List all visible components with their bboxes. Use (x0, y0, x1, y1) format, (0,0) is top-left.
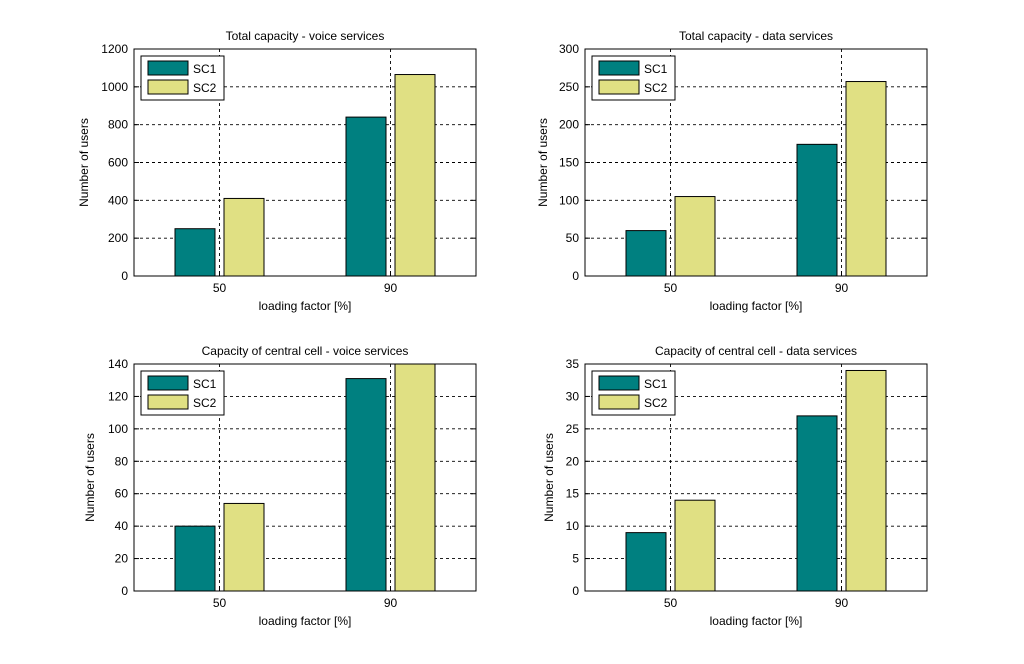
legend-swatch-sc2 (147, 394, 189, 410)
y-tick-label: 40 (115, 519, 129, 533)
x-tick-label: 90 (384, 281, 398, 295)
bar-sc2-90 (845, 81, 887, 277)
y-tick-label: 200 (108, 231, 128, 245)
x-tick-label: 90 (835, 281, 849, 295)
chart-title: Capacity of central cell - voice service… (202, 344, 409, 358)
chart-panel-1: 0 200 400 600 800 1000 1200 50 90 Total capacity … (77, 29, 477, 313)
legend-swatch-sc2 (598, 79, 640, 95)
y-tick-label: 1000 (101, 80, 128, 94)
x-tick-label: 90 (835, 596, 849, 610)
bar-sc1-90 (796, 415, 838, 592)
bar-sc2-50 (223, 197, 265, 277)
x-axis-label: loading factor [%] (259, 614, 352, 628)
y-axis-label: Number of users (77, 118, 91, 207)
y-tick-label: 5 (572, 552, 579, 566)
legend-label-sc2: SC2 (644, 81, 668, 95)
x-tick-label: 90 (384, 596, 398, 610)
legend-label-sc1: SC1 (193, 377, 217, 391)
x-axis-label: loading factor [%] (710, 614, 803, 628)
y-tick-label: 300 (559, 42, 579, 56)
x-tick-label: 50 (213, 281, 227, 295)
chart-panel-2: 0 50 100 150 200 250 300 50 90 Total capacity - d… (536, 29, 928, 313)
legend-swatch-sc1 (147, 375, 189, 391)
y-tick-label: 400 (108, 193, 128, 207)
y-tick-label: 150 (559, 156, 579, 170)
y-axis-label: Number of users (542, 433, 556, 522)
legend-swatch-sc1 (598, 375, 640, 391)
bar-sc1-90 (345, 378, 387, 592)
legend-swatch-sc2 (598, 394, 640, 410)
legend-label-sc2: SC2 (644, 396, 668, 410)
y-tick-label: 200 (559, 118, 579, 132)
chart-title: Capacity of central cell - data services (655, 344, 857, 358)
y-tick-label: 250 (559, 80, 579, 94)
x-axis-label: loading factor [%] (710, 299, 803, 313)
bar-sc1-50 (174, 525, 216, 592)
y-tick-label: 0 (572, 584, 579, 598)
y-tick-label: 80 (115, 454, 129, 468)
bar-sc2-90 (845, 369, 887, 592)
y-tick-label: 0 (121, 269, 128, 283)
bar-sc1-50 (625, 532, 667, 592)
y-tick-label: 0 (572, 269, 579, 283)
y-tick-label: 100 (108, 422, 128, 436)
chart-panel-3: 0 20 40 60 80 100 120 140 50 90 Capacity of centra… (83, 344, 477, 628)
y-tick-label: 100 (559, 193, 579, 207)
y-tick-label: 800 (108, 118, 128, 132)
y-tick-label: 140 (108, 357, 128, 371)
y-axis-label: Number of users (83, 433, 97, 522)
y-tick-label: 30 (566, 389, 580, 403)
y-tick-label: 50 (566, 231, 580, 245)
y-tick-label: 10 (566, 519, 580, 533)
x-axis-label: loading factor [%] (259, 299, 352, 313)
bar-sc2-90 (394, 74, 436, 277)
bar-sc1-90 (345, 116, 387, 277)
legend-swatch-sc2 (147, 79, 189, 95)
bar-sc2-90 (394, 363, 436, 592)
y-tick-label: 20 (566, 454, 580, 468)
y-tick-label: 600 (108, 156, 128, 170)
y-tick-label: 1200 (101, 42, 128, 56)
chart-panel-4: 0 5 10 15 20 25 30 35 50 90 Capacity of central ce… (542, 344, 928, 628)
x-tick-label: 50 (664, 596, 678, 610)
legend-label-sc2: SC2 (193, 81, 217, 95)
bar-sc2-50 (223, 502, 265, 592)
legend-label-sc2: SC2 (193, 396, 217, 410)
y-tick-label: 20 (115, 552, 129, 566)
bar-sc2-50 (674, 196, 716, 277)
y-tick-label: 0 (121, 584, 128, 598)
y-axis-label: Number of users (536, 118, 550, 207)
legend-label-sc1: SC1 (644, 62, 668, 76)
plot-border (133, 363, 477, 592)
y-tick-label: 15 (566, 487, 580, 501)
bar-sc1-90 (796, 143, 838, 277)
x-tick-label: 50 (664, 281, 678, 295)
x-tick-label: 50 (213, 596, 227, 610)
bar-sc1-50 (625, 230, 667, 277)
plot-border (584, 363, 928, 592)
legend-label-sc1: SC1 (644, 377, 668, 391)
legend-swatch-sc1 (598, 60, 640, 76)
chart-title: Total capacity - voice services (226, 29, 385, 43)
legend-swatch-sc1 (147, 60, 189, 76)
legend-label-sc1: SC1 (193, 62, 217, 76)
y-tick-label: 120 (108, 389, 128, 403)
bar-sc1-50 (174, 228, 216, 277)
y-tick-label: 35 (566, 357, 580, 371)
y-tick-label: 25 (566, 422, 580, 436)
chart-title: Total capacity - data services (679, 29, 833, 43)
y-tick-label: 60 (115, 487, 129, 501)
bar-sc2-50 (674, 499, 716, 592)
